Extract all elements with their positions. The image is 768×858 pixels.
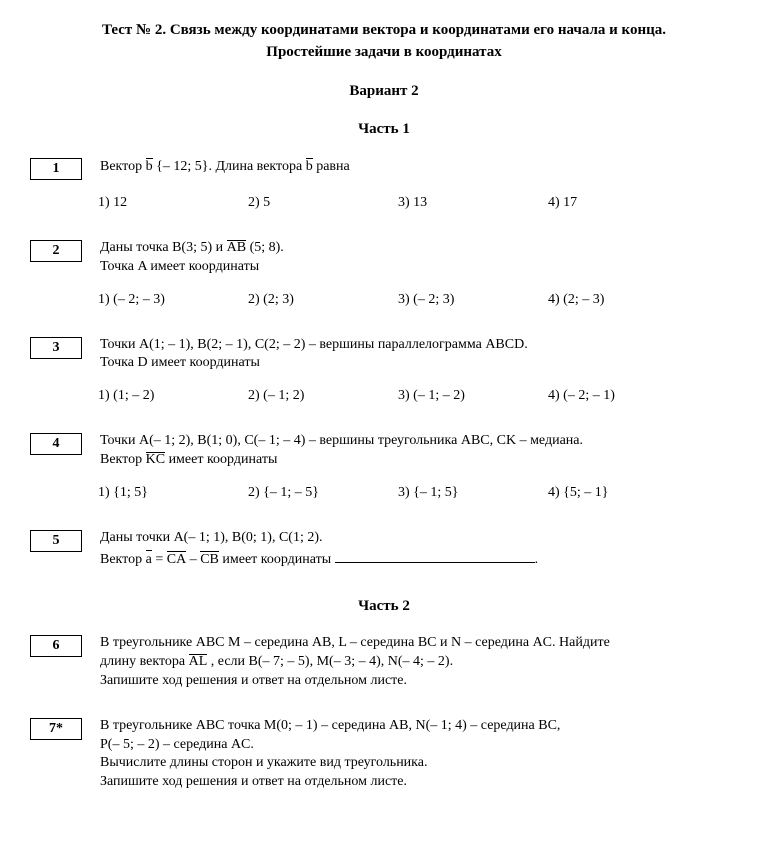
text: Запишите ход решения и ответ на отдельно… bbox=[100, 673, 407, 688]
text: Запишите ход решения и ответ на отдельно… bbox=[100, 774, 407, 789]
text: Вектор bbox=[100, 159, 146, 174]
text: Точки A(– 1; 2), B(1; 0), C(– 1; – 4) – … bbox=[100, 433, 583, 448]
variant-label: Вариант 2 bbox=[30, 81, 738, 101]
text: , если B(– 7; – 5), M(– 3; – 4), N(– 4; … bbox=[207, 654, 453, 669]
text: – bbox=[186, 552, 200, 567]
option-1: 1) (– 2; – 3) bbox=[98, 291, 248, 310]
text: Точка D имеет координаты bbox=[100, 355, 260, 370]
text: KC bbox=[146, 452, 165, 467]
problem-number: 4 bbox=[30, 433, 82, 455]
option-4: 4) {5; – 1} bbox=[548, 484, 698, 503]
problem-options: 1) 12 2) 5 3) 13 4) 17 bbox=[98, 194, 738, 213]
segment-AL: AL bbox=[189, 653, 208, 672]
vector-a: a bbox=[146, 550, 152, 570]
problem-options: 1) (1; – 2) 2) (– 1; 2) 3) (– 1; – 2) 4)… bbox=[98, 387, 738, 406]
text: . bbox=[535, 552, 539, 567]
test-title: Тест № 2. Связь между координатами векто… bbox=[30, 20, 738, 40]
problem-number: 1 bbox=[30, 158, 82, 180]
part1-label: Часть 1 bbox=[30, 119, 738, 139]
part2-label: Часть 2 bbox=[30, 596, 738, 616]
text: (5; 8). bbox=[246, 240, 284, 255]
option-1: 1) {1; 5} bbox=[98, 484, 248, 503]
problem-7: 7* В треугольнике ABC точка M(0; – 1) – … bbox=[30, 717, 738, 793]
text: равна bbox=[313, 159, 350, 174]
answer-blank[interactable] bbox=[335, 548, 535, 563]
problem-3: 3 Точки A(1; – 1), B(2; – 1), C(2; – 2) … bbox=[30, 336, 738, 407]
text: имеет координаты bbox=[219, 552, 335, 567]
option-1: 1) (1; – 2) bbox=[98, 387, 248, 406]
text: AB bbox=[227, 240, 246, 255]
problem-text: Точки A(– 1; 2), B(1; 0), C(– 1; – 4) – … bbox=[100, 432, 738, 470]
text: = bbox=[152, 552, 167, 567]
option-2: 2) (2; 3) bbox=[248, 291, 398, 310]
problem-1: 1 Вектор b {– 12; 5}. Длина вектора b ра… bbox=[30, 157, 738, 213]
text: Вычислите длины сторон и укажите вид тре… bbox=[100, 755, 427, 770]
option-3: 3) 13 bbox=[398, 194, 548, 213]
text: Даны точки A(– 1; 1), B(0; 1), C(1; 2). bbox=[100, 530, 323, 545]
text: В треугольнике ABC M – середина AB, L – … bbox=[100, 635, 610, 650]
segment-CB: CB bbox=[200, 551, 219, 570]
text: длину вектора bbox=[100, 654, 189, 669]
problem-text: Вектор b {– 12; 5}. Длина вектора b равн… bbox=[100, 157, 738, 177]
text: CA bbox=[167, 552, 186, 567]
problem-number: 2 bbox=[30, 240, 82, 262]
problem-options: 1) {1; 5} 2) {– 1; – 5} 3) {– 1; 5} 4) {… bbox=[98, 484, 738, 503]
problem-text: Точки A(1; – 1), B(2; – 1), C(2; – 2) – … bbox=[100, 336, 738, 374]
option-1: 1) 12 bbox=[98, 194, 248, 213]
segment-KC: KC bbox=[146, 451, 165, 470]
text: CB bbox=[200, 552, 219, 567]
option-4: 4) 17 bbox=[548, 194, 698, 213]
test-subtitle: Простейшие задачи в координатах bbox=[30, 42, 738, 62]
text: Точка A имеет координаты bbox=[100, 259, 259, 274]
text: имеет координаты bbox=[165, 452, 277, 467]
problem-4: 4 Точки A(– 1; 2), B(1; 0), C(– 1; – 4) … bbox=[30, 432, 738, 503]
option-4: 4) (2; – 3) bbox=[548, 291, 698, 310]
option-2: 2) {– 1; – 5} bbox=[248, 484, 398, 503]
option-3: 3) {– 1; 5} bbox=[398, 484, 548, 503]
vector-b: b bbox=[306, 157, 313, 177]
problem-text: Даны точка B(3; 5) и AB (5; 8). Точка A … bbox=[100, 239, 738, 277]
text: Точки A(1; – 1), B(2; – 1), C(2; – 2) – … bbox=[100, 337, 528, 352]
option-2: 2) 5 bbox=[248, 194, 398, 213]
problem-number: 6 bbox=[30, 635, 82, 657]
segment-CA: CA bbox=[167, 551, 186, 570]
text: {– 12; 5}. Длина вектора bbox=[153, 159, 306, 174]
text: Вектор bbox=[100, 552, 146, 567]
text: P(– 5; – 2) – середина AC. bbox=[100, 737, 254, 752]
option-3: 3) (– 1; – 2) bbox=[398, 387, 548, 406]
problem-number: 7* bbox=[30, 718, 82, 740]
option-3: 3) (– 2; 3) bbox=[398, 291, 548, 310]
problem-number: 3 bbox=[30, 337, 82, 359]
vector-b: b bbox=[146, 157, 153, 177]
problem-text: В треугольнике ABC точка M(0; – 1) – сер… bbox=[100, 717, 738, 793]
text: AL bbox=[189, 654, 208, 669]
option-4: 4) (– 2; – 1) bbox=[548, 387, 698, 406]
segment-AB: AB bbox=[227, 239, 246, 258]
problem-text: В треугольнике ABC M – середина AB, L – … bbox=[100, 634, 738, 691]
problem-options: 1) (– 2; – 3) 2) (2; 3) 3) (– 2; 3) 4) (… bbox=[98, 291, 738, 310]
problem-text: Даны точки A(– 1; 1), B(0; 1), C(1; 2). … bbox=[100, 529, 738, 570]
option-2: 2) (– 1; 2) bbox=[248, 387, 398, 406]
text: Даны точка B(3; 5) и bbox=[100, 240, 227, 255]
problem-2: 2 Даны точка B(3; 5) и AB (5; 8). Точка … bbox=[30, 239, 738, 310]
problem-5: 5 Даны точки A(– 1; 1), B(0; 1), C(1; 2)… bbox=[30, 529, 738, 570]
text: В треугольнике ABC точка M(0; – 1) – сер… bbox=[100, 718, 560, 733]
text: Вектор bbox=[100, 452, 146, 467]
problem-number: 5 bbox=[30, 530, 82, 552]
problem-6: 6 В треугольнике ABC M – середина AB, L … bbox=[30, 634, 738, 691]
